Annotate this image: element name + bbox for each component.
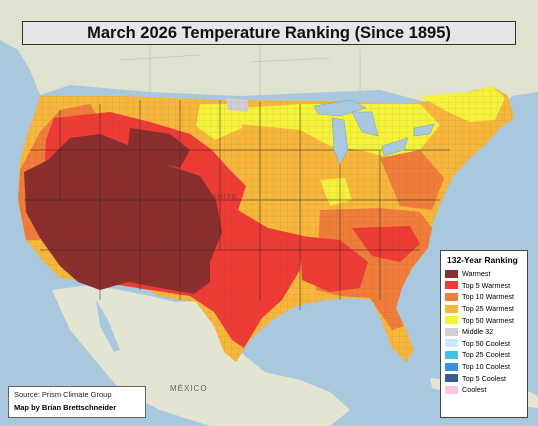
- legend-label: Top 50 Warmest: [462, 315, 515, 325]
- author-credit: Map by Brian Brettschneider: [14, 403, 117, 412]
- map-title: March 2026 Temperature Ranking (Since 18…: [22, 21, 516, 45]
- legend-swatch: [445, 374, 458, 383]
- legend-label: Top 10 Coolest: [462, 362, 510, 372]
- legend-title: 132-Year Ranking: [447, 255, 518, 265]
- legend-label: Warmest: [462, 269, 491, 279]
- legend-item: Coolest: [445, 384, 523, 396]
- gulf-of-california: [96, 300, 120, 352]
- legend-item: Top 10 Coolest: [445, 361, 523, 373]
- legend-item: Middle 32: [445, 326, 523, 338]
- legend-label: Middle 32: [462, 327, 494, 337]
- county-lines: [18, 86, 514, 362]
- great-lakes: [313, 99, 435, 165]
- legend-swatch: [445, 316, 458, 325]
- credits-box: Source: Prism Climate Group Map by Brian…: [8, 386, 146, 418]
- legend-swatch: [445, 281, 458, 290]
- legend-item: Top 5 Warmest: [445, 280, 523, 292]
- legend-item: Warmest: [445, 268, 523, 280]
- legend-item: Top 25 Coolest: [445, 349, 523, 361]
- legend-label: Top 25 Coolest: [462, 350, 510, 360]
- legend-swatch: [445, 362, 458, 371]
- map-title-text: March 2026 Temperature Ranking (Since 18…: [87, 23, 451, 42]
- label-mexico: MÉXICO: [170, 384, 208, 393]
- legend-label: Top 5 Coolest: [462, 373, 506, 383]
- label-united-states-fragment: IMITE: [214, 194, 238, 201]
- legend-label: Coolest: [462, 385, 487, 395]
- legend-swatch: [445, 350, 458, 359]
- legend-label: Top 25 Warmest: [462, 304, 515, 314]
- legend-item: Top 50 Coolest: [445, 338, 523, 350]
- legend-label: Top 50 Coolest: [462, 338, 510, 348]
- state-boundaries: [24, 100, 450, 310]
- legend-swatch: [445, 339, 458, 348]
- legend-swatch: [445, 292, 458, 301]
- source-credit: Source: Prism Climate Group: [14, 390, 112, 399]
- legend-swatch: [445, 385, 458, 394]
- legend-swatch: [445, 327, 458, 336]
- legend-item: Top 10 Warmest: [445, 291, 523, 303]
- legend-swatch: [445, 269, 458, 278]
- legend-label: Top 5 Warmest: [462, 280, 511, 290]
- legend-item: Top 5 Coolest: [445, 372, 523, 384]
- legend-item: Top 25 Warmest: [445, 303, 523, 315]
- legend-item: Top 50 Warmest: [445, 314, 523, 326]
- legend-label: Top 10 Warmest: [462, 292, 515, 302]
- legend: 132-Year Ranking Warmest Top 5 Warmest Top…: [440, 250, 528, 418]
- legend-swatch: [445, 304, 458, 313]
